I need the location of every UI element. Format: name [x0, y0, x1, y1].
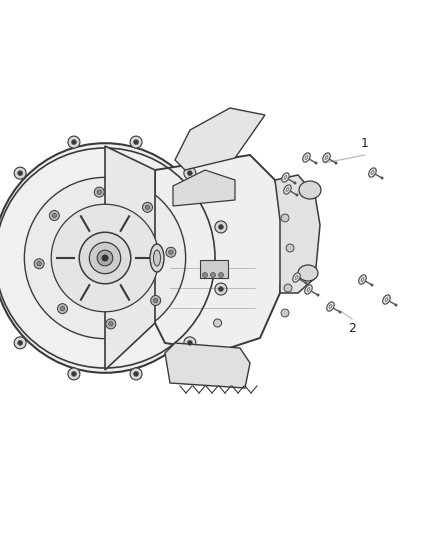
Circle shape: [184, 167, 196, 179]
Circle shape: [169, 250, 173, 254]
Circle shape: [153, 298, 158, 303]
Circle shape: [57, 304, 67, 313]
Circle shape: [71, 372, 77, 376]
Circle shape: [68, 368, 80, 380]
Circle shape: [79, 232, 131, 284]
Circle shape: [286, 244, 294, 252]
Circle shape: [142, 203, 152, 212]
Ellipse shape: [369, 168, 376, 177]
Circle shape: [215, 283, 227, 295]
Polygon shape: [173, 170, 235, 206]
Circle shape: [51, 204, 159, 312]
Circle shape: [317, 294, 319, 296]
Circle shape: [134, 140, 138, 144]
Polygon shape: [165, 343, 250, 388]
Circle shape: [151, 295, 161, 305]
Circle shape: [94, 187, 104, 197]
Text: 1: 1: [361, 137, 369, 150]
Circle shape: [106, 319, 116, 329]
FancyBboxPatch shape: [200, 260, 228, 278]
Circle shape: [89, 243, 121, 273]
Circle shape: [187, 171, 192, 176]
Circle shape: [214, 189, 222, 197]
Circle shape: [202, 272, 208, 278]
Circle shape: [37, 262, 41, 266]
Circle shape: [60, 306, 65, 311]
Circle shape: [130, 368, 142, 380]
Circle shape: [335, 161, 338, 165]
Circle shape: [214, 319, 222, 327]
Circle shape: [296, 193, 299, 197]
Circle shape: [97, 190, 102, 195]
Circle shape: [97, 250, 113, 266]
Circle shape: [184, 337, 196, 349]
Ellipse shape: [153, 250, 160, 266]
Circle shape: [145, 205, 150, 209]
Polygon shape: [175, 108, 265, 170]
Ellipse shape: [0, 143, 217, 373]
Circle shape: [314, 161, 318, 165]
Ellipse shape: [282, 173, 289, 182]
Circle shape: [34, 259, 44, 269]
Circle shape: [134, 372, 138, 376]
Circle shape: [281, 214, 289, 222]
Circle shape: [219, 272, 223, 278]
Circle shape: [371, 284, 374, 287]
Circle shape: [14, 167, 26, 179]
Ellipse shape: [327, 302, 334, 311]
Circle shape: [71, 140, 77, 144]
Circle shape: [52, 213, 57, 217]
Circle shape: [109, 322, 113, 326]
Circle shape: [284, 284, 292, 292]
Ellipse shape: [293, 273, 300, 282]
Ellipse shape: [299, 181, 321, 199]
Ellipse shape: [150, 244, 164, 272]
Circle shape: [281, 309, 289, 317]
Circle shape: [219, 287, 223, 292]
Circle shape: [187, 341, 192, 345]
Circle shape: [130, 136, 142, 148]
Circle shape: [211, 272, 215, 278]
Circle shape: [215, 221, 227, 233]
Text: 2: 2: [348, 322, 356, 335]
Circle shape: [395, 303, 398, 306]
Polygon shape: [155, 155, 285, 351]
Ellipse shape: [359, 275, 366, 284]
Circle shape: [18, 171, 23, 176]
Ellipse shape: [298, 265, 318, 281]
Circle shape: [304, 281, 307, 285]
Circle shape: [293, 182, 297, 184]
Ellipse shape: [284, 185, 291, 194]
Ellipse shape: [303, 153, 310, 162]
Circle shape: [219, 224, 223, 229]
Circle shape: [68, 136, 80, 148]
Circle shape: [381, 176, 384, 180]
Polygon shape: [275, 175, 320, 293]
Circle shape: [18, 341, 23, 345]
Ellipse shape: [305, 285, 312, 294]
Circle shape: [339, 311, 342, 313]
Circle shape: [25, 177, 186, 338]
Circle shape: [49, 211, 59, 221]
Circle shape: [102, 255, 108, 261]
Polygon shape: [105, 146, 155, 370]
Ellipse shape: [383, 295, 390, 304]
Circle shape: [166, 247, 176, 257]
Ellipse shape: [323, 153, 330, 162]
Circle shape: [14, 337, 26, 349]
